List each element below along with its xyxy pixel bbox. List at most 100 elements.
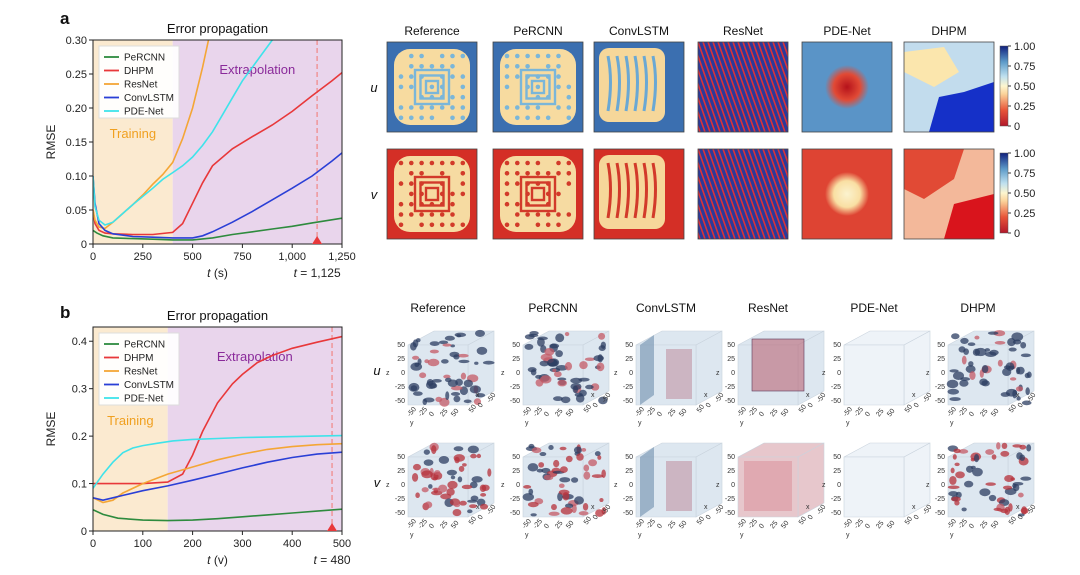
cube-axis-label: x: [591, 392, 595, 399]
cube-structure: [949, 369, 959, 373]
cube-structure: [415, 492, 420, 499]
field-stripe: [737, 42, 771, 132]
cube-structure: [947, 485, 960, 490]
cube-structure: [989, 349, 999, 356]
chart-a-series-dhpm: [93, 71, 342, 236]
cube-tick-label: 0: [477, 402, 485, 409]
field-spot: [504, 64, 510, 69]
cube-tick-label: 25: [833, 356, 841, 363]
cube-tick-label: -50: [406, 406, 418, 418]
field-spot: [450, 115, 455, 121]
field-stripe: [727, 42, 761, 132]
cube-structure: [958, 449, 969, 454]
cube-structure: [595, 509, 604, 517]
cube-tick-label: -50: [634, 406, 646, 418]
cube-structure: [598, 345, 606, 352]
cube-tick-label: 25: [979, 520, 989, 531]
cube-structure: [537, 336, 548, 341]
panel-b-row-label: v: [374, 475, 382, 490]
field-stripe: [633, 162, 639, 219]
field-ring: [419, 74, 445, 100]
cube-structure: [539, 360, 550, 367]
field-spot: [504, 201, 510, 207]
cube-axis-label: x: [912, 504, 916, 511]
cube-tick-label: -25: [510, 496, 520, 503]
cube-structure: [1017, 492, 1024, 498]
cube-tick-label: -25: [747, 406, 759, 418]
field-spot: [515, 222, 520, 228]
cube-tick-label: -50: [831, 398, 841, 405]
cube-structure: [457, 476, 463, 483]
cube-structure: [474, 329, 485, 337]
cube-tick-label: 25: [937, 468, 945, 475]
cube-structure: [443, 374, 451, 379]
field-spot: [460, 74, 466, 79]
field-spot: [460, 160, 466, 166]
field-spot: [439, 53, 445, 59]
field-spot: [450, 64, 455, 69]
cube-structure: [453, 503, 461, 508]
cube-tick-label: 50: [397, 342, 405, 349]
cube-structure: [551, 504, 557, 511]
cube-structure: [442, 343, 452, 347]
cube-tick-label: 25: [397, 356, 405, 363]
cube-tick-label: 0: [913, 402, 921, 409]
field-frame: [801, 41, 893, 133]
cube-axis-label: y: [846, 420, 850, 427]
panel-b-letter: b: [60, 303, 70, 322]
cube-tick-label: 50: [990, 408, 1000, 419]
field-spot: [439, 171, 445, 176]
cube-structure: [988, 494, 997, 502]
cube-structure: [479, 503, 489, 510]
cube-structure: [429, 349, 439, 354]
cube-axis-label: x: [591, 504, 595, 511]
cube-structure: [1024, 372, 1030, 379]
cube-structure: [528, 443, 535, 449]
cube-tick-label: -50: [521, 518, 533, 530]
field-spot: [504, 84, 510, 90]
cube-tick-label: 0: [1017, 514, 1025, 521]
field-spot: [419, 212, 424, 217]
field-spot: [450, 222, 455, 228]
panel-a-field-percnn-u: [492, 41, 584, 133]
chart-b-ytick-label: 0.4: [72, 336, 87, 348]
cube-structure: [447, 480, 458, 489]
chart-b-xtick-label: 200: [183, 538, 201, 550]
cube-structure: [571, 477, 579, 483]
field-stripe: [737, 149, 771, 239]
chart-a-ytick-label: 0.15: [66, 137, 87, 149]
cube-structure: [469, 504, 477, 509]
cube-structure: [574, 496, 584, 505]
field-spot: [515, 115, 520, 121]
field-spot: [504, 181, 510, 186]
cube-structure: [450, 392, 461, 396]
cube-tick-label: -25: [957, 406, 969, 418]
panel-b-column-title: DHPM: [960, 301, 995, 315]
chart-a-xtick-label: 0: [90, 251, 96, 263]
cube-structure: [640, 447, 654, 517]
field-body: [500, 156, 576, 232]
field-stripe: [752, 42, 786, 132]
cube-structure: [996, 442, 1001, 450]
colorbar-tick-label: 1.00: [1014, 41, 1035, 53]
cube-structure: [584, 357, 596, 362]
field-spot: [566, 171, 572, 176]
cube-tick-label: -50: [946, 518, 958, 530]
cube-structure: [423, 459, 434, 466]
cube-structure: [412, 463, 422, 471]
field-spot: [566, 160, 572, 166]
colorbar-tick-label: 0.50: [1014, 188, 1035, 200]
field-stripe: [698, 188, 716, 239]
chart-a-legend-label: ConvLSTM: [124, 93, 174, 104]
cube-structure: [524, 343, 534, 350]
chart-b-series-dhpm: [93, 335, 342, 485]
field-spot: [460, 105, 466, 110]
cube-structure: [555, 365, 568, 371]
cube-structure: [439, 397, 450, 407]
cube-structure: [467, 509, 473, 514]
cube-tick-label: -50: [736, 518, 748, 530]
cube-structure: [598, 332, 606, 340]
cube-structure: [467, 445, 479, 454]
cube-tick-label: -50: [486, 504, 498, 516]
cube-structure: [547, 358, 558, 367]
